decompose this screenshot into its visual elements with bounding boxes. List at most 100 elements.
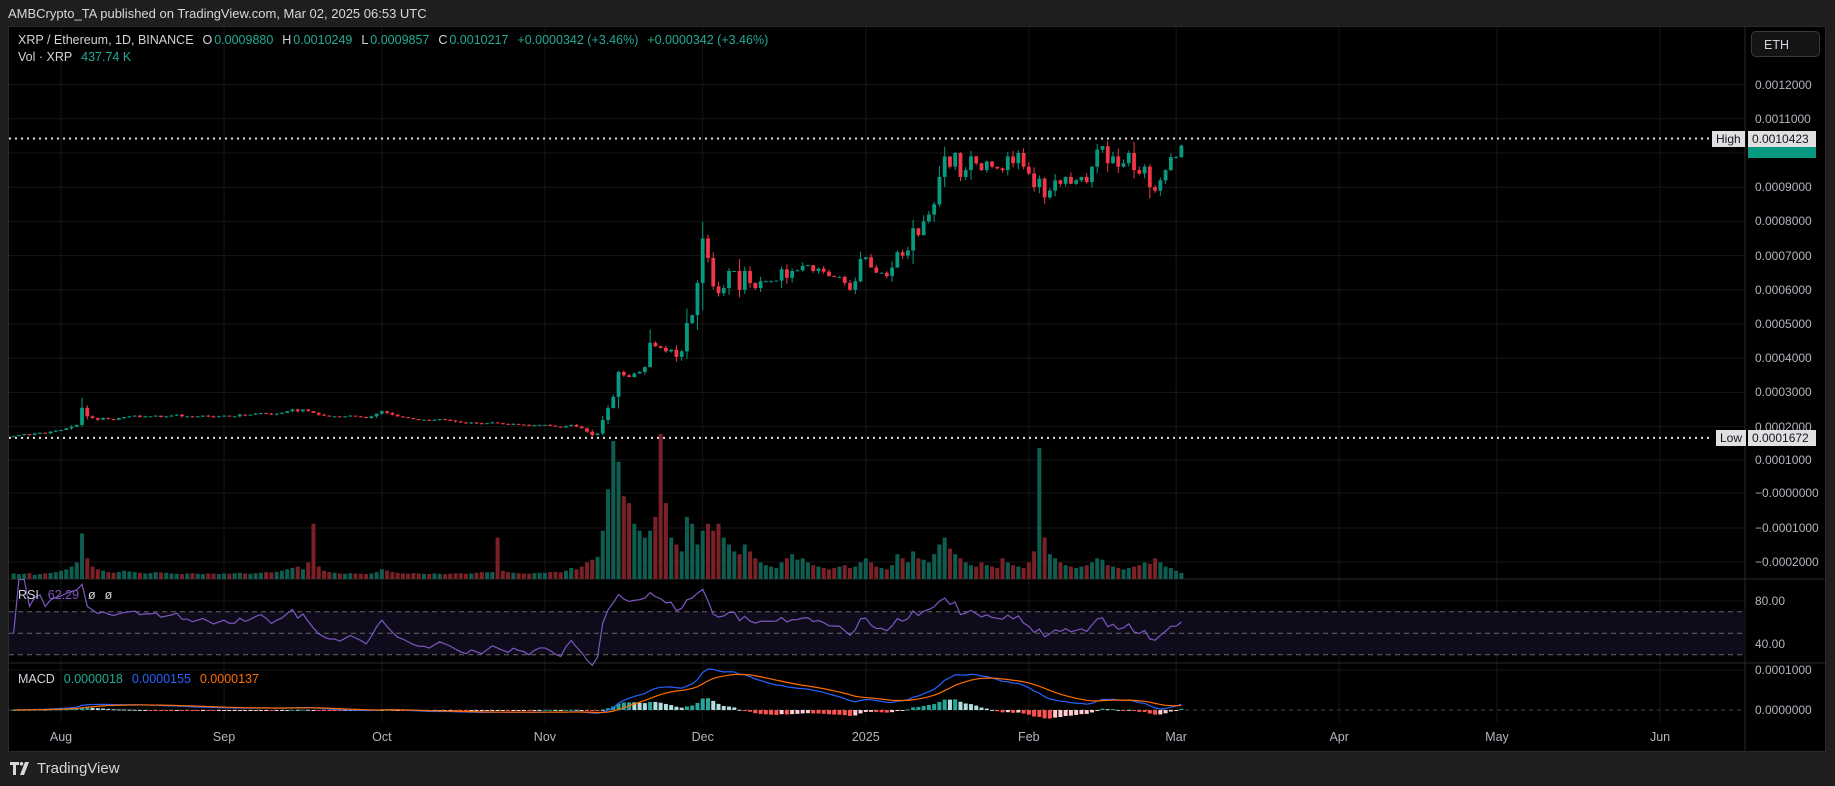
- candle-body: [474, 422, 479, 424]
- macd-histogram-bar: [995, 710, 1000, 712]
- volume-bar: [895, 554, 900, 579]
- candle-body: [990, 161, 994, 167]
- macd-histogram-bar: [279, 710, 284, 711]
- candle-body: [827, 271, 831, 277]
- macd-histogram-bar: [479, 710, 484, 711]
- volume-bar: [784, 558, 789, 579]
- macd-histogram-bar: [1111, 709, 1115, 711]
- macd-histogram-bar: [911, 707, 916, 710]
- high-value: 0.0010423: [1748, 131, 1816, 147]
- volume-bar: [369, 573, 374, 579]
- volume-bar: [164, 572, 169, 579]
- candle-body: [458, 421, 463, 423]
- macd-histogram-bar: [1089, 710, 1094, 713]
- candle-body: [343, 416, 347, 418]
- macd-histogram-bar: [842, 710, 847, 716]
- macd-histogram-bar: [458, 710, 463, 711]
- candle-body: [1121, 163, 1126, 167]
- candle-body: [958, 153, 963, 177]
- volume-bar: [763, 565, 768, 579]
- volume-bar: [800, 558, 805, 579]
- macd-histogram-bar: [143, 710, 148, 711]
- macd-histogram-bar: [721, 705, 726, 710]
- volume-bar: [1168, 567, 1173, 579]
- candle-body: [790, 270, 795, 278]
- volume-bar: [900, 558, 905, 579]
- rsi-label[interactable]: RSI: [18, 588, 39, 602]
- macd-label[interactable]: MACD: [18, 672, 55, 686]
- volume-bar: [811, 565, 816, 579]
- candle-body: [921, 221, 926, 236]
- volume-bar: [1084, 565, 1089, 579]
- symbol-name[interactable]: XRP / Ethereum, 1D, BINANCE: [18, 33, 194, 47]
- volume-bar: [190, 573, 195, 579]
- macd-histogram-bar: [153, 710, 158, 711]
- candle-body: [101, 418, 105, 420]
- volume-label[interactable]: Vol · XRP: [18, 50, 73, 64]
- volume-bar: [122, 570, 127, 579]
- macd-histogram-bar: [616, 703, 621, 710]
- volume-bar: [1016, 566, 1021, 579]
- macd-histogram-bar: [106, 708, 111, 710]
- volume-bar: [574, 569, 579, 579]
- time-axis-label: Mar: [1165, 730, 1187, 744]
- candle-body: [190, 416, 195, 418]
- macd-histogram-bar: [632, 702, 637, 710]
- macd-histogram-bar: [968, 704, 973, 710]
- macd-histogram-bar: [222, 710, 227, 711]
- low-value: 0.0009857: [370, 33, 430, 47]
- macd-histogram-bar: [1026, 710, 1031, 715]
- volume-bar: [1089, 562, 1094, 579]
- candle-body: [779, 269, 784, 281]
- macd-histogram-bar: [853, 710, 858, 716]
- volume-bar: [674, 544, 679, 579]
- candle-body: [1026, 166, 1031, 174]
- candle-body: [280, 412, 284, 414]
- volume-bar: [716, 523, 721, 579]
- volume-bar: [916, 558, 921, 579]
- macd-line: [13, 668, 1182, 714]
- volume-bar: [795, 559, 800, 579]
- macd-histogram-bar: [69, 709, 74, 711]
- volume-bar: [926, 562, 931, 579]
- macd-histogram-bar: [1163, 710, 1168, 714]
- volume-bar: [642, 537, 647, 579]
- candle-body: [11, 436, 16, 438]
- macd-histogram-bar: [1068, 710, 1073, 716]
- macd-histogram-bar: [1179, 708, 1184, 710]
- volume-bar: [74, 562, 79, 579]
- price-axis-label: 0.0005000: [1755, 317, 1812, 331]
- candle-body: [1058, 180, 1063, 184]
- candle-body: [43, 432, 48, 434]
- volume-bar: [548, 572, 553, 579]
- macd-histogram-bar: [11, 710, 16, 711]
- candle-body: [511, 423, 516, 425]
- macd-histogram-bar: [642, 703, 647, 710]
- volume-bar: [537, 572, 542, 579]
- macd-histogram-bar: [532, 710, 537, 711]
- volume-bar: [427, 574, 432, 579]
- tradingview-logo[interactable]: TradingView: [10, 760, 120, 777]
- candle-body: [685, 322, 689, 352]
- volume-axis-label: −0.0000000: [1755, 486, 1819, 500]
- candle-body: [763, 281, 768, 283]
- macd-histogram-bar: [269, 710, 274, 711]
- candle-body: [211, 416, 216, 418]
- candle-body: [395, 414, 400, 417]
- currency-button[interactable]: ETH: [1751, 31, 1820, 57]
- candle-body: [1132, 153, 1136, 171]
- macd-histogram-bar: [769, 710, 774, 715]
- macd-histogram-bar: [753, 710, 758, 714]
- candle-body: [232, 416, 237, 418]
- volume-bar: [306, 562, 311, 579]
- macd-histogram-bar: [448, 710, 453, 711]
- macd-histogram-bar: [274, 710, 279, 711]
- candle-body: [374, 413, 379, 417]
- macd-histogram-bar: [253, 710, 258, 711]
- candle-body: [1111, 156, 1115, 164]
- macd-histogram-value: 0.0000018: [63, 672, 123, 686]
- volume-bar: [1095, 558, 1100, 579]
- candle-body: [385, 411, 390, 413]
- candle-body: [1037, 178, 1042, 188]
